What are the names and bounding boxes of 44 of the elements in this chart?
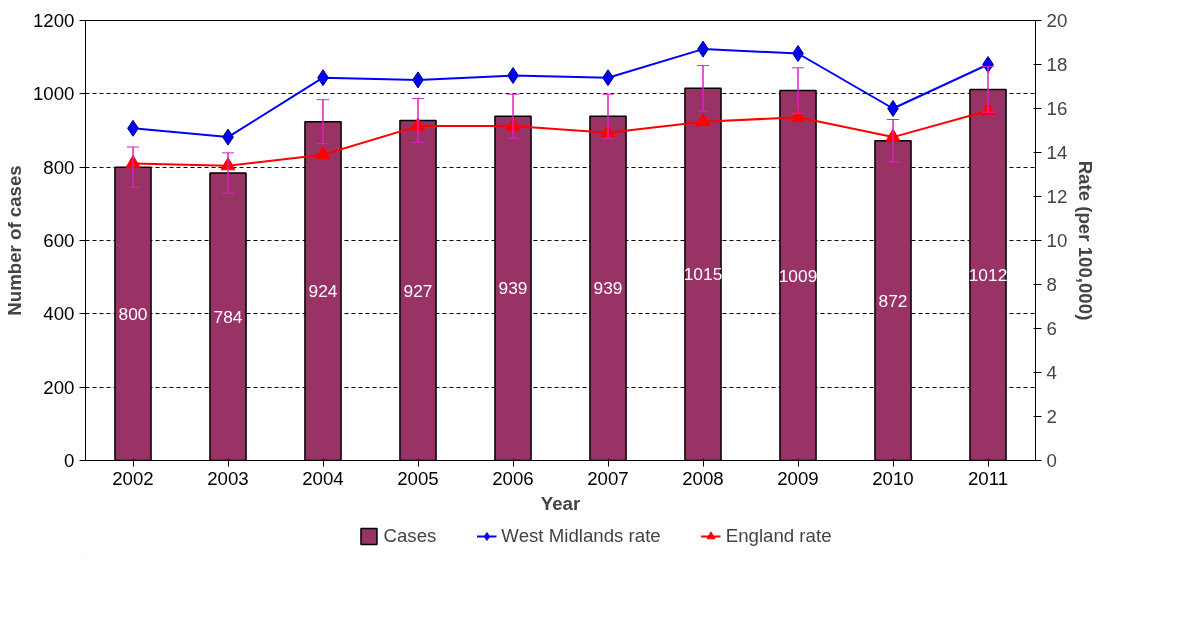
y2-tick-label: 14 bbox=[1046, 142, 1068, 163]
y-tick-label: 800 bbox=[43, 156, 75, 178]
data-label: 924 bbox=[308, 281, 338, 302]
y2-tick-label: 4 bbox=[1046, 362, 1057, 383]
x-tick-label: 2008 bbox=[682, 467, 724, 489]
data-label: 1009 bbox=[778, 265, 818, 286]
x-tick-label: 2004 bbox=[302, 467, 344, 489]
data-label: 872 bbox=[878, 290, 908, 311]
y2-tick-label: 20 bbox=[1046, 10, 1068, 31]
x-tick-label: 2005 bbox=[397, 467, 439, 489]
data-label: 939 bbox=[498, 278, 528, 299]
y2-axis-title: Rate (per 100,000) bbox=[1075, 160, 1097, 321]
x-tick-label: 2009 bbox=[777, 467, 819, 489]
y2-tick-label: 0 bbox=[1046, 450, 1057, 471]
data-label: 939 bbox=[593, 278, 623, 299]
y-tick-label: 200 bbox=[43, 376, 75, 398]
x-tick-label: 2006 bbox=[492, 467, 534, 489]
data-label: 927 bbox=[403, 280, 433, 301]
y-tick-label: 1000 bbox=[33, 83, 75, 105]
y2-tick-label: 16 bbox=[1046, 98, 1068, 119]
y2-tick-label: 12 bbox=[1046, 186, 1068, 207]
y2-tick-label: 10 bbox=[1046, 230, 1068, 251]
y-axis-title: Number of cases bbox=[4, 165, 25, 316]
legend-label: West Midlands rate bbox=[501, 525, 661, 547]
data-label: 784 bbox=[213, 306, 243, 327]
y2-tick-label: 8 bbox=[1046, 274, 1057, 295]
legend-label: England rate bbox=[725, 525, 832, 547]
x-tick-label: 2002 bbox=[112, 467, 154, 489]
y2-tick-label: 18 bbox=[1046, 54, 1068, 75]
legend-label: Cases bbox=[383, 525, 437, 547]
y-tick-label: 400 bbox=[43, 303, 75, 325]
x-tick-label: 2007 bbox=[587, 467, 629, 489]
x-tick-label: 2010 bbox=[872, 467, 914, 489]
y-tick-label: 1200 bbox=[33, 10, 75, 31]
data-label: 1012 bbox=[968, 264, 1008, 285]
y2-tick-label: 2 bbox=[1046, 406, 1057, 427]
data-label: 1015 bbox=[683, 264, 723, 285]
y2-tick-label: 6 bbox=[1046, 318, 1057, 339]
y-tick-label: 600 bbox=[43, 230, 75, 251]
x-tick-label: 2011 bbox=[967, 467, 1009, 489]
x-tick-label: 2003 bbox=[207, 467, 249, 489]
x-axis-title: Year bbox=[540, 492, 581, 514]
data-label: 800 bbox=[118, 303, 148, 324]
y-tick-label: 0 bbox=[64, 450, 75, 471]
